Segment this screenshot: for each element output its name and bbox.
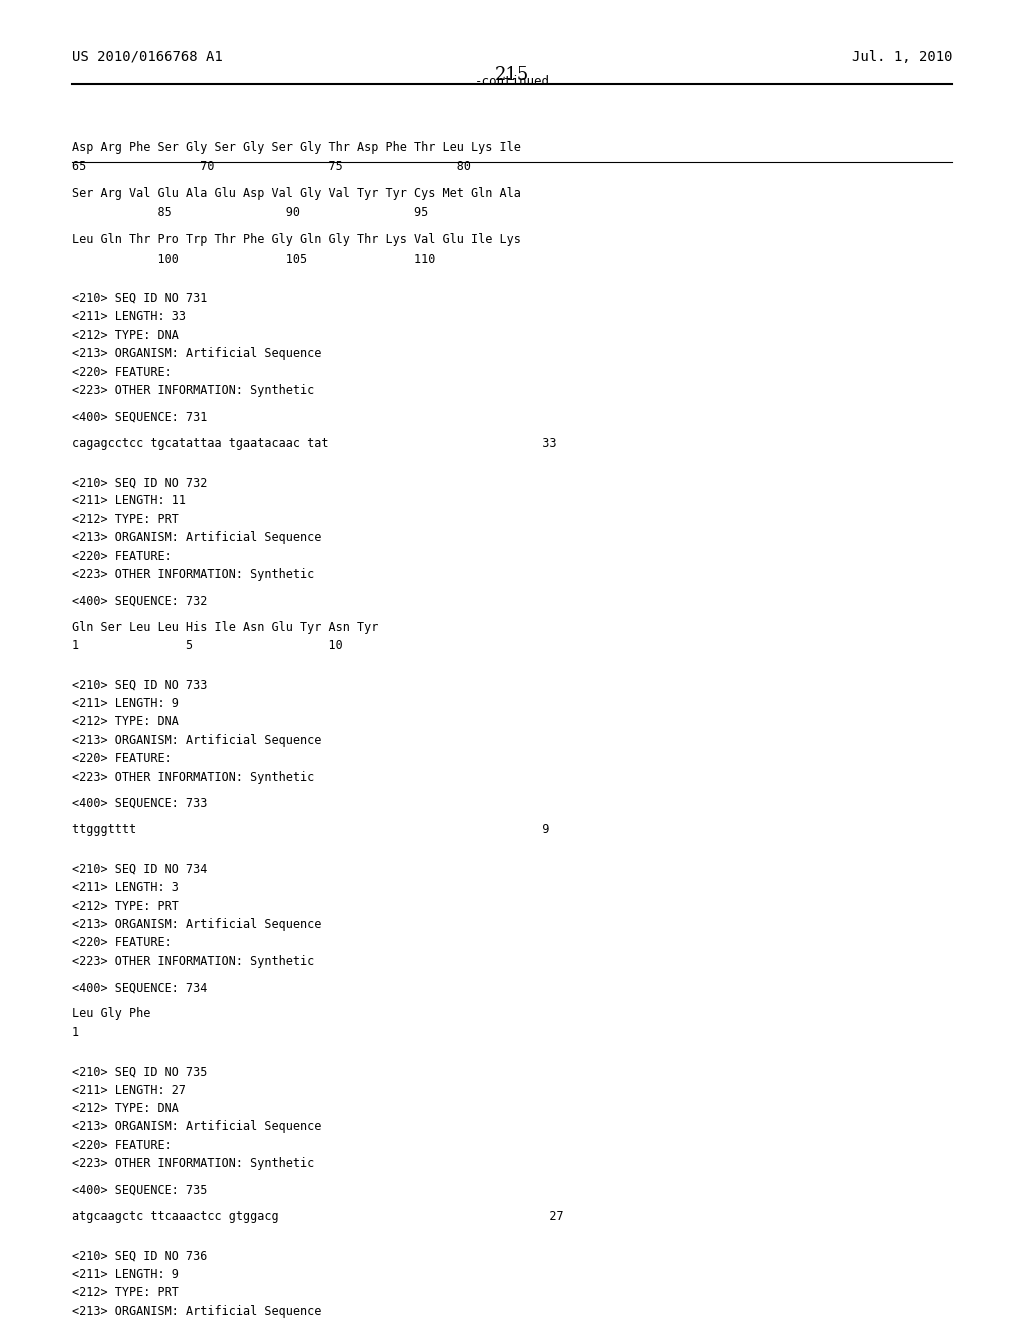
Text: US 2010/0166768 A1: US 2010/0166768 A1 [72, 50, 222, 63]
Text: Asp Arg Phe Ser Gly Ser Gly Ser Gly Thr Asp Phe Thr Leu Lys Ile: Asp Arg Phe Ser Gly Ser Gly Ser Gly Thr … [72, 141, 520, 153]
Text: atgcaagctc ttcaaactcc gtggacg                                      27: atgcaagctc ttcaaactcc gtggacg 27 [72, 1210, 563, 1222]
Text: ttgggtttt                                                         9: ttgggtttt 9 [72, 824, 549, 837]
Text: <212> TYPE: DNA: <212> TYPE: DNA [72, 1102, 178, 1115]
Text: -continued: -continued [474, 75, 550, 88]
Text: <212> TYPE: DNA: <212> TYPE: DNA [72, 715, 178, 729]
Text: <400> SEQUENCE: 733: <400> SEQUENCE: 733 [72, 797, 207, 810]
Text: <213> ORGANISM: Artificial Sequence: <213> ORGANISM: Artificial Sequence [72, 917, 322, 931]
Text: <220> FEATURE:: <220> FEATURE: [72, 752, 171, 766]
Text: <211> LENGTH: 33: <211> LENGTH: 33 [72, 310, 185, 323]
Text: <211> LENGTH: 11: <211> LENGTH: 11 [72, 495, 185, 507]
Text: Leu Gln Thr Pro Trp Thr Phe Gly Gln Gly Thr Lys Val Glu Ile Lys: Leu Gln Thr Pro Trp Thr Phe Gly Gln Gly … [72, 232, 520, 246]
Text: <213> ORGANISM: Artificial Sequence: <213> ORGANISM: Artificial Sequence [72, 734, 322, 747]
Text: <212> TYPE: DNA: <212> TYPE: DNA [72, 329, 178, 342]
Text: <223> OTHER INFORMATION: Synthetic: <223> OTHER INFORMATION: Synthetic [72, 568, 314, 581]
Text: 1: 1 [72, 1026, 79, 1039]
Text: <210> SEQ ID NO 736: <210> SEQ ID NO 736 [72, 1249, 207, 1262]
Text: <213> ORGANISM: Artificial Sequence: <213> ORGANISM: Artificial Sequence [72, 1304, 322, 1317]
Text: Leu Gly Phe: Leu Gly Phe [72, 1007, 151, 1020]
Text: <212> TYPE: PRT: <212> TYPE: PRT [72, 513, 178, 525]
Text: <220> FEATURE:: <220> FEATURE: [72, 1139, 171, 1152]
Text: <400> SEQUENCE: 735: <400> SEQUENCE: 735 [72, 1184, 207, 1197]
Text: 85                90                95: 85 90 95 [72, 206, 428, 219]
Text: <223> OTHER INFORMATION: Synthetic: <223> OTHER INFORMATION: Synthetic [72, 954, 314, 968]
Text: <211> LENGTH: 9: <211> LENGTH: 9 [72, 1267, 178, 1280]
Text: <210> SEQ ID NO 732: <210> SEQ ID NO 732 [72, 477, 207, 490]
Text: <213> ORGANISM: Artificial Sequence: <213> ORGANISM: Artificial Sequence [72, 1121, 322, 1134]
Text: Gln Ser Leu Leu His Ile Asn Glu Tyr Asn Tyr: Gln Ser Leu Leu His Ile Asn Glu Tyr Asn … [72, 620, 378, 634]
Text: <223> OTHER INFORMATION: Synthetic: <223> OTHER INFORMATION: Synthetic [72, 384, 314, 397]
Text: <220> FEATURE:: <220> FEATURE: [72, 366, 171, 379]
Text: <400> SEQUENCE: 734: <400> SEQUENCE: 734 [72, 981, 207, 994]
Text: Ser Arg Val Glu Ala Glu Asp Val Gly Val Tyr Tyr Cys Met Gln Ala: Ser Arg Val Glu Ala Glu Asp Val Gly Val … [72, 186, 520, 199]
Text: Jul. 1, 2010: Jul. 1, 2010 [852, 50, 952, 63]
Text: <211> LENGTH: 3: <211> LENGTH: 3 [72, 882, 178, 894]
Text: <210> SEQ ID NO 735: <210> SEQ ID NO 735 [72, 1065, 207, 1078]
Text: <213> ORGANISM: Artificial Sequence: <213> ORGANISM: Artificial Sequence [72, 532, 322, 544]
Text: <220> FEATURE:: <220> FEATURE: [72, 936, 171, 949]
Text: 1               5                   10: 1 5 10 [72, 639, 342, 652]
Text: <223> OTHER INFORMATION: Synthetic: <223> OTHER INFORMATION: Synthetic [72, 1158, 314, 1171]
Text: <400> SEQUENCE: 732: <400> SEQUENCE: 732 [72, 594, 207, 607]
Text: <220> FEATURE:: <220> FEATURE: [72, 549, 171, 562]
Text: 100               105               110: 100 105 110 [72, 252, 435, 265]
Text: <210> SEQ ID NO 733: <210> SEQ ID NO 733 [72, 678, 207, 692]
Text: <211> LENGTH: 9: <211> LENGTH: 9 [72, 697, 178, 710]
Text: <211> LENGTH: 27: <211> LENGTH: 27 [72, 1084, 185, 1097]
Text: cagagcctcc tgcatattaa tgaatacaac tat                              33: cagagcctcc tgcatattaa tgaatacaac tat 33 [72, 437, 556, 450]
Text: <210> SEQ ID NO 731: <210> SEQ ID NO 731 [72, 292, 207, 305]
Text: <210> SEQ ID NO 734: <210> SEQ ID NO 734 [72, 863, 207, 875]
Text: 65                70                75                80: 65 70 75 80 [72, 161, 471, 173]
Text: <213> ORGANISM: Artificial Sequence: <213> ORGANISM: Artificial Sequence [72, 347, 322, 360]
Text: <212> TYPE: PRT: <212> TYPE: PRT [72, 1286, 178, 1299]
Text: <212> TYPE: PRT: <212> TYPE: PRT [72, 899, 178, 912]
Text: <400> SEQUENCE: 731: <400> SEQUENCE: 731 [72, 411, 207, 424]
Text: 215: 215 [495, 66, 529, 83]
Text: <223> OTHER INFORMATION: Synthetic: <223> OTHER INFORMATION: Synthetic [72, 771, 314, 784]
